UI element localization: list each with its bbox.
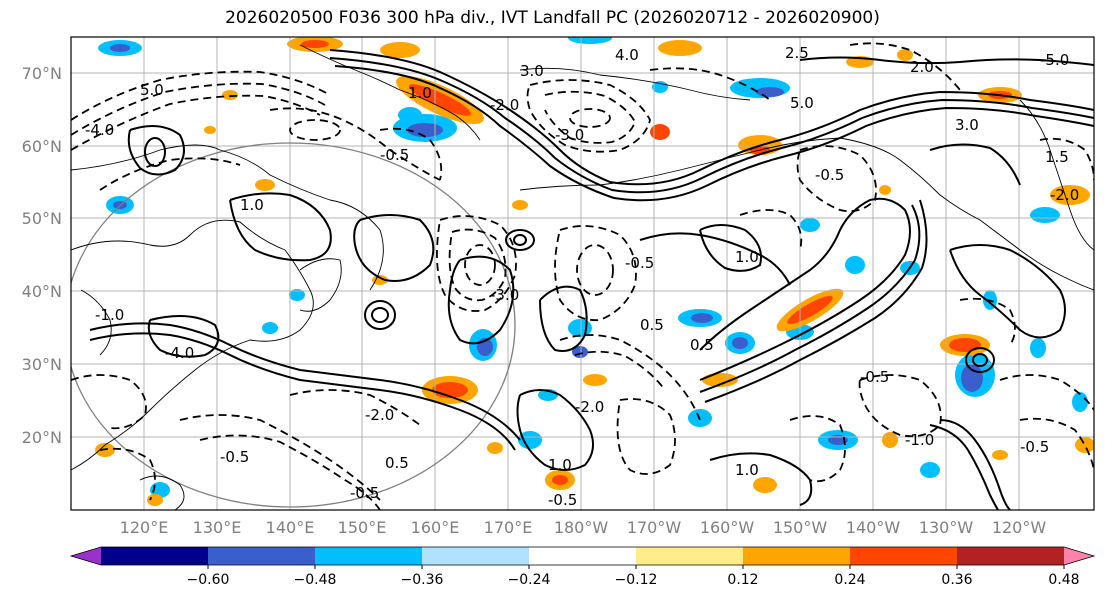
contour-label: -2.0: [575, 398, 604, 416]
colorbar-outline: [69, 546, 1096, 566]
colorbar: [69, 546, 1096, 566]
contour-label: -0.5: [1020, 438, 1049, 456]
contour-label: 0.5: [690, 336, 714, 354]
colorbar-swatch: [636, 547, 744, 565]
map-content: 4.0 2.5 2.0 5.0 5.0 3.0 3.0 1.0 1.0 1.0 …: [71, 37, 1094, 510]
colorbar-tick-labels: −0.60 −0.48 −0.36 −0.24 −0.12 0.12 0.24 0.36 0.4…: [187, 565, 1080, 588]
contour-label: 1.0: [548, 456, 572, 474]
map-title: 2026020500 F036 300 hPa div., IVT Landfa…: [225, 8, 880, 28]
contour-label: 1.0: [735, 248, 759, 266]
colorbar-swatch: [850, 547, 958, 565]
lon-label: 150°E: [338, 518, 387, 537]
contour-label: -0.5: [380, 146, 409, 164]
colorbar-swatch: [529, 547, 637, 565]
contour-label: 1.0: [240, 196, 264, 214]
lon-label: 120°E: [120, 518, 169, 537]
divergence-shading: [95, 37, 1094, 506]
colorbar-tick-label: −0.24: [508, 572, 551, 588]
lon-label: 170°W: [627, 518, 682, 537]
contour-label: -4.0: [85, 121, 114, 139]
contour-label: -0.5: [548, 491, 577, 509]
lat-label: 20°N: [22, 428, 62, 447]
contour-label: 5.0: [140, 81, 164, 99]
contour-label: 0.5: [385, 454, 409, 472]
contour-label: 1.5: [1045, 148, 1069, 166]
colorbar-swatch: [743, 547, 851, 565]
colorbar-tick-label: 0.24: [834, 572, 865, 588]
map-panel: [71, 37, 1094, 510]
lon-label: 160°W: [700, 518, 755, 537]
graticule: [71, 37, 1094, 510]
colorbar-swatch: [208, 547, 316, 565]
lon-label: 160°E: [411, 518, 460, 537]
lat-label: 40°N: [22, 282, 62, 301]
lon-label: 120°W: [992, 518, 1047, 537]
contour-label: -3.0: [490, 286, 519, 304]
contour-label: -2.0: [1050, 186, 1079, 204]
lat-label: 70°N: [22, 64, 62, 83]
contour-label: 5.0: [790, 94, 814, 112]
colorbar-tick-label: −0.48: [294, 572, 337, 588]
longitude-labels: 120°E 130°E 140°E 150°E 160°E 170°E 180°…: [120, 518, 1047, 537]
lon-label: 130°W: [919, 518, 974, 537]
colorbar-extend-high: [1064, 547, 1094, 565]
dashed-contours: [71, 42, 1094, 510]
contour-label: 1.0: [735, 461, 759, 479]
contour-label: -2.0: [490, 96, 519, 114]
lat-label: 60°N: [22, 137, 62, 156]
lat-label: 30°N: [22, 355, 62, 374]
lon-label: 170°E: [484, 518, 533, 537]
colorbar-swatch: [422, 547, 530, 565]
contour-label: 3.0: [955, 116, 979, 134]
contour-label: 4.0: [615, 46, 639, 64]
contour-label: 2.5: [785, 44, 809, 62]
contour-label: -1.0: [95, 306, 124, 324]
coastlines: [71, 44, 1094, 510]
solid-contours: [89, 49, 1094, 510]
colorbar-extend-low: [71, 547, 101, 565]
lon-label: 130°E: [193, 518, 242, 537]
contour-label: 0.5: [640, 316, 664, 334]
colorbar-tick-label: −0.60: [187, 572, 230, 588]
colorbar-tick-label: 0.36: [941, 572, 972, 588]
contour-label: 2.0: [910, 58, 934, 76]
colorbar-swatch: [101, 547, 209, 565]
landfall-region-circle: [71, 142, 516, 508]
colorbar-swatch: [315, 547, 423, 565]
colorbar-tick-label: −0.12: [615, 572, 658, 588]
contour-label: -0.5: [860, 368, 889, 386]
latitude-labels: 70°N 60°N 50°N 40°N 30°N 20°N: [22, 64, 62, 447]
contour-label: -4.0: [165, 344, 194, 362]
contour-label: -1.0: [905, 431, 934, 449]
lon-label: 150°W: [773, 518, 828, 537]
lon-label: 140°E: [266, 518, 315, 537]
contour-label: -5.0: [1040, 51, 1069, 69]
lon-label: 180°W: [554, 518, 609, 537]
contour-label: -0.5: [350, 484, 379, 502]
contour-label: 3.0: [520, 62, 544, 80]
contour-label: -3.0: [555, 126, 584, 144]
map-border: [70, 36, 1095, 511]
colorbar-swatch: [957, 547, 1065, 565]
colorbar-tick-label: −0.36: [401, 572, 444, 588]
colorbar-tick-label: 0.12: [727, 572, 758, 588]
contour-label: -0.5: [220, 448, 249, 466]
contour-label: -2.0: [365, 406, 394, 424]
lon-label: 140°W: [846, 518, 901, 537]
colorbar-tick-label: 0.48: [1048, 572, 1079, 588]
contour-labels: 4.0 2.5 2.0 5.0 5.0 3.0 3.0 1.0 1.0 1.0 …: [85, 44, 1079, 509]
contour-label: -0.5: [625, 254, 654, 272]
lat-label: 50°N: [22, 209, 62, 228]
contour-label: 1.0: [408, 84, 432, 102]
contour-label: -0.5: [815, 166, 844, 184]
